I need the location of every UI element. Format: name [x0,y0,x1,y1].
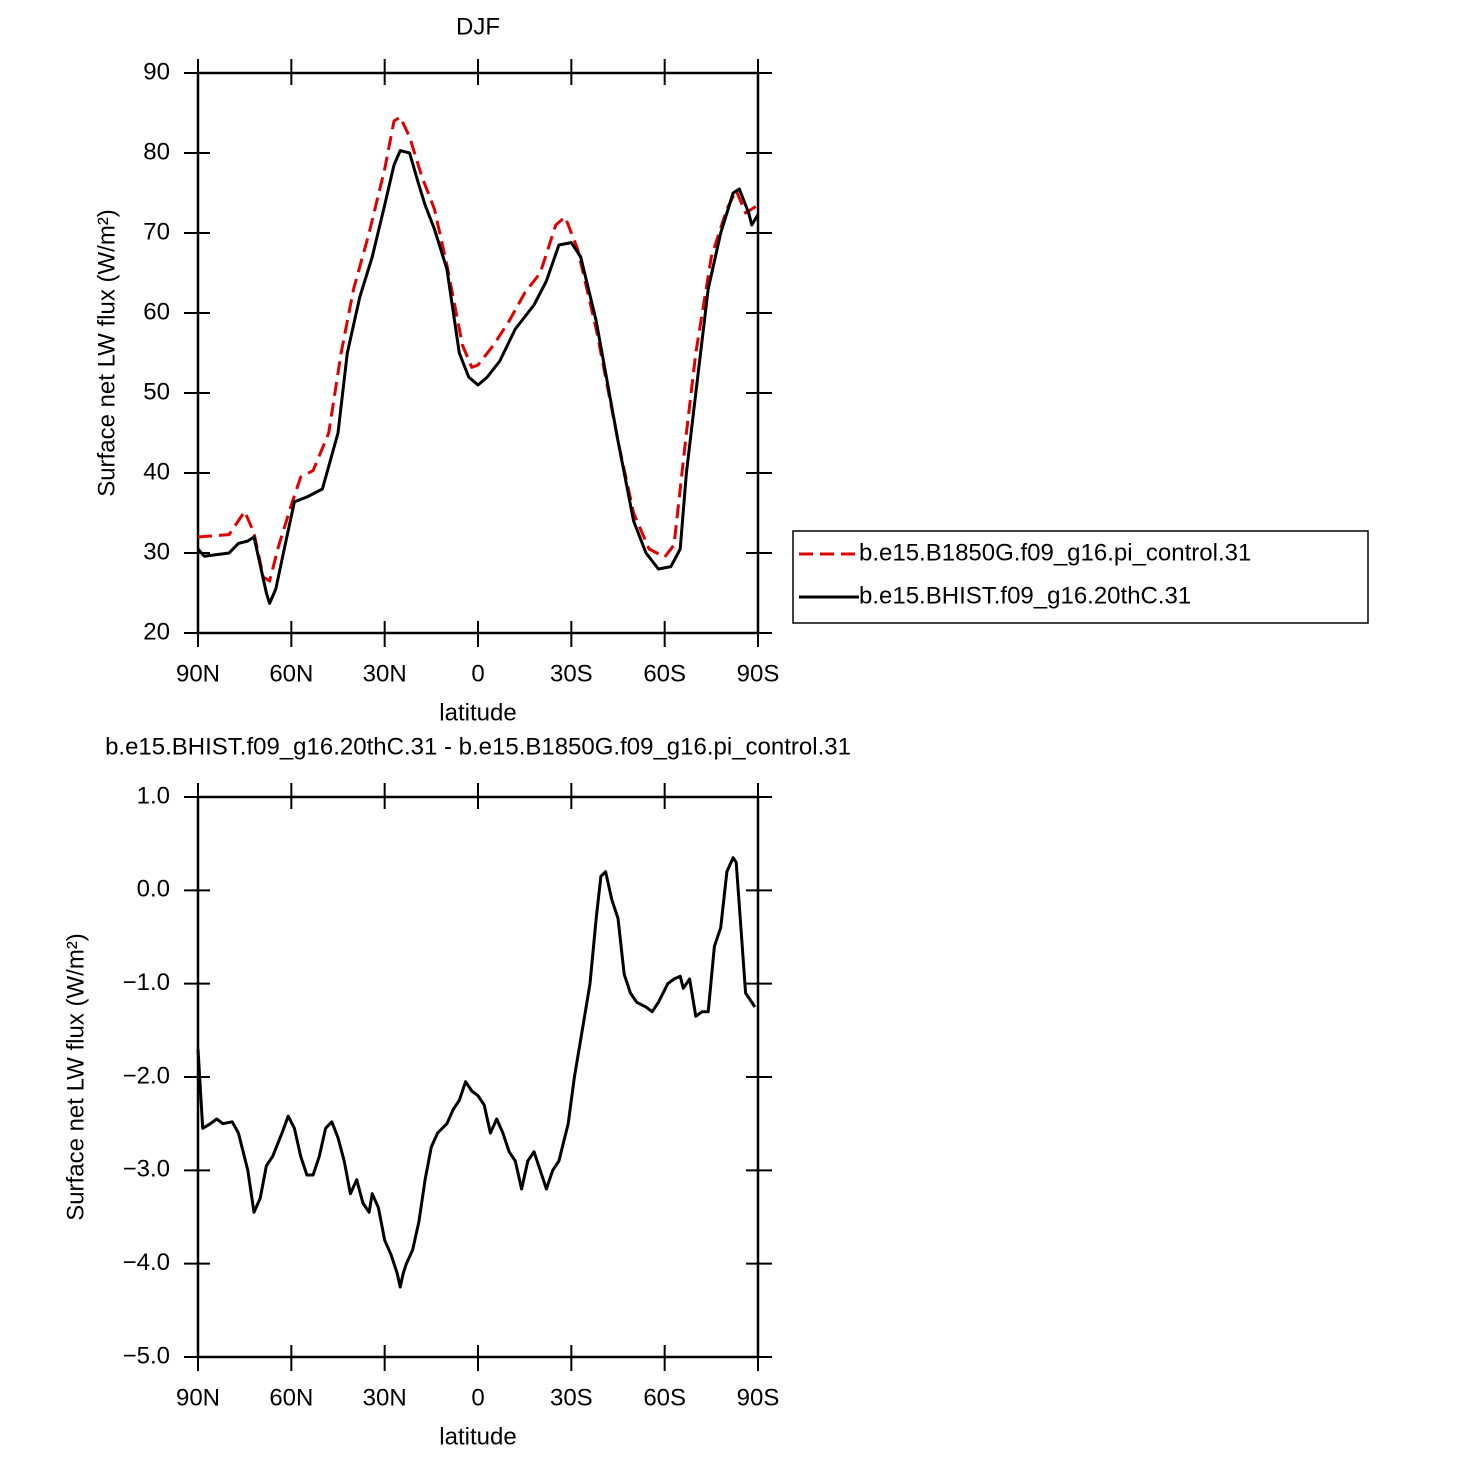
x-axis-label: latitude [439,1423,516,1450]
y-tick-label: 30 [143,538,170,565]
x-tick-label: 30S [550,660,593,687]
y-tick-label: 40 [143,458,170,485]
series-line [196,149,760,605]
y-tick-label: 50 [143,378,170,405]
x-tick-label: 30S [550,1384,593,1411]
y-tick-label: −5.0 [123,1342,170,1369]
x-tick-label: 60N [269,1384,313,1411]
plot-frame [196,795,760,1359]
y-tick-label: 20 [143,618,170,645]
legend-box [792,530,1369,624]
y-axis-label: Surface net LW flux (W/m²) [62,933,89,1221]
x-tick-label: 90N [176,660,220,687]
x-tick-label: 0 [471,1384,484,1411]
x-tick-label: 90S [737,1384,780,1411]
y-tick-label: −1.0 [123,969,170,996]
y-tick-label: −2.0 [123,1062,170,1089]
y-tick-label: 80 [143,138,170,165]
y-tick-label: 0.0 [137,876,170,903]
y-tick-label: −4.0 [123,1249,170,1276]
x-tick-label: 30N [363,660,407,687]
y-axis-label: Surface net LW flux (W/m²) [93,209,120,497]
y-tick-label: 90 [143,58,170,85]
x-tick-label: 60N [269,660,313,687]
y-tick-label: −3.0 [123,1156,170,1183]
x-tick-label: 90S [737,660,780,687]
series-line [196,856,757,1289]
chart-title: b.e15.BHIST.f09_g16.20thC.31 - b.e15.B18… [105,733,851,760]
legend-label: b.e15.B1850G.f09_g16.pi_control.31 [859,539,1251,566]
x-tick-label: 60S [643,660,686,687]
y-tick-label: 70 [143,218,170,245]
x-tick-label: 90N [176,1384,220,1411]
x-axis-label: latitude [439,699,516,726]
x-tick-label: 30N [363,1384,407,1411]
y-tick-label: 60 [143,298,170,325]
y-tick-label: 1.0 [137,782,170,809]
series-line [197,115,759,583]
chart-title: DJF [456,13,500,40]
x-tick-label: 60S [643,1384,686,1411]
plot-frame [196,71,760,635]
x-tick-label: 0 [471,660,484,687]
legend-label: b.e15.BHIST.f09_g16.20thC.31 [859,582,1191,609]
